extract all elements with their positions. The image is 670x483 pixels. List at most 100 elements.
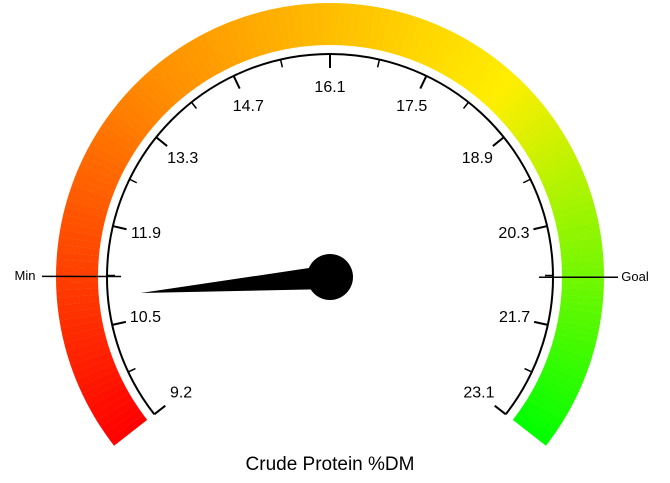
gauge-band — [90, 136, 131, 164]
major-tick — [533, 225, 548, 231]
gauge-band — [218, 23, 242, 66]
gauge-band — [552, 199, 595, 218]
tick-label: 11.9 — [131, 225, 161, 242]
gauge-band — [506, 99, 544, 132]
gauge-band — [458, 48, 489, 88]
major-tick — [111, 320, 127, 326]
tick-label: 14.7 — [233, 98, 264, 115]
gauge-band — [159, 57, 192, 96]
gauge-band — [368, 6, 384, 50]
minor-tick — [279, 59, 284, 68]
gauge-band — [516, 409, 555, 440]
tick-label: 13.3 — [167, 150, 198, 167]
gauge-band — [387, 11, 406, 55]
gauge-band — [67, 192, 110, 212]
gauge-band — [116, 99, 154, 132]
gauge-band — [69, 184, 112, 206]
gauge-band — [63, 206, 106, 225]
gauge-band — [529, 136, 570, 164]
gauge-band — [535, 150, 577, 176]
needle-hub — [307, 254, 353, 300]
gauge-band — [131, 82, 167, 118]
gauge-band — [77, 163, 119, 188]
gauge-band — [56, 259, 99, 269]
gauge-band — [80, 156, 122, 182]
gauge-band — [474, 62, 507, 100]
gauge-band — [165, 53, 197, 92]
major-tick — [153, 404, 166, 416]
tick-label: 18.9 — [462, 150, 493, 167]
gauge-band — [355, 4, 369, 48]
gauge-band — [510, 105, 549, 137]
gauge-band — [524, 398, 564, 428]
gauge-band — [142, 72, 177, 108]
marker-label: Goal — [621, 269, 649, 284]
marker-label: Min — [15, 268, 36, 283]
gauge-band — [178, 44, 208, 84]
gauge-band — [314, 3, 324, 46]
gauge-band — [239, 15, 260, 58]
gauge-band — [261, 9, 279, 53]
major-tick — [155, 136, 168, 147]
gauge-band — [330, 3, 338, 46]
gauge-band — [400, 15, 421, 58]
gauge-band — [441, 36, 469, 77]
gauge-band — [436, 33, 463, 74]
gauge-band — [62, 326, 105, 344]
gauge-band — [172, 48, 202, 88]
gauge-band — [518, 117, 558, 148]
gauge-band — [381, 9, 399, 53]
gauge-band — [56, 288, 99, 299]
gauge-band — [468, 57, 501, 96]
gauge-band — [479, 67, 513, 104]
gauge-band — [57, 236, 101, 250]
minor-tick — [376, 59, 381, 68]
gauge-band — [70, 351, 113, 373]
gauge-band — [59, 313, 103, 329]
gauge-band — [269, 8, 286, 51]
tick-label: 20.3 — [498, 225, 529, 242]
tick-label: 23.1 — [463, 385, 494, 402]
gauge-band — [56, 294, 100, 306]
tick-label: 21.7 — [499, 309, 530, 326]
gauge-band — [204, 29, 230, 71]
gauge-band — [71, 177, 114, 200]
gauge-band — [362, 5, 376, 49]
gauge-band — [393, 13, 413, 56]
gauge-band — [463, 53, 495, 92]
minor-tick — [190, 101, 198, 109]
gauge-band — [58, 307, 101, 321]
gauge-band — [61, 214, 105, 231]
gauge-band — [109, 414, 148, 446]
major-tick — [492, 136, 505, 147]
gauge-band — [184, 40, 213, 81]
minor-tick — [462, 101, 470, 109]
gauge-band — [75, 363, 118, 387]
major-tick — [533, 320, 549, 326]
gauge-band — [136, 77, 172, 113]
gauge-band — [545, 357, 587, 380]
major-tick — [494, 404, 507, 416]
gauge-band — [322, 3, 331, 46]
gauge-band — [57, 301, 101, 314]
major-tick — [419, 75, 428, 89]
gauge-band — [232, 18, 254, 61]
gauge-band — [78, 369, 121, 394]
gauge-band — [83, 149, 125, 176]
gauge-band — [561, 267, 604, 276]
gauge-band — [418, 23, 442, 66]
gauge-band — [87, 143, 128, 170]
gauge-band — [94, 130, 135, 159]
gauge-band — [558, 307, 602, 321]
gauge-band — [349, 3, 361, 47]
tick-label: 17.5 — [396, 98, 427, 115]
chart-title: Crude Protein %DM — [246, 454, 415, 475]
gauge-band — [546, 177, 589, 200]
major-tick — [232, 75, 241, 89]
tick-label: 16.1 — [314, 79, 345, 96]
gauge-band — [96, 398, 136, 428]
gauge-band — [291, 4, 305, 48]
gauge-band — [530, 387, 572, 415]
gauge-band — [551, 339, 594, 359]
